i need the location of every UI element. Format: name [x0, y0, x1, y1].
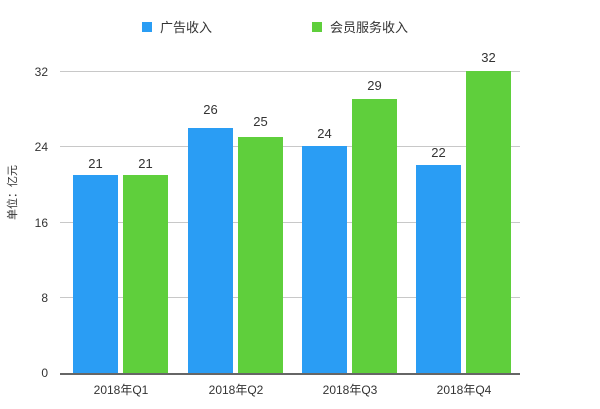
bar-member-q3 — [352, 99, 397, 373]
value-label-member-q2: 25 — [253, 114, 268, 129]
value-label-member-q1: 21 — [138, 156, 153, 171]
gridline-24 — [60, 146, 520, 147]
x-tick-q4: 2018年Q4 — [436, 383, 492, 397]
gridline-16 — [60, 222, 520, 223]
value-label-ad-q4: 22 — [431, 145, 446, 160]
y-tick-16: 16 — [34, 216, 48, 230]
value-label-ad-q2: 26 — [203, 102, 218, 117]
legend-label: 广告收入 — [160, 20, 213, 35]
legend-label: 会员服务收入 — [330, 20, 409, 35]
bar-member-q1 — [123, 175, 168, 373]
value-label-ad-q1: 21 — [88, 156, 103, 171]
legend-swatch-green — [312, 21, 322, 32]
value-label-ad-q3: 24 — [317, 126, 332, 141]
x-tick-q3: 2018年Q3 — [322, 383, 378, 397]
bar-ad-q4 — [416, 165, 461, 373]
gridline-32 — [60, 71, 520, 72]
bar-member-q4 — [466, 71, 511, 373]
value-label-member-q3: 29 — [367, 78, 382, 93]
y-tick-32: 32 — [34, 65, 48, 79]
bar-ad-q3 — [302, 146, 347, 373]
y-axis-label: 单位：亿元 — [7, 165, 19, 220]
legend-item-membership-revenue: 会员服务收入 — [312, 17, 408, 36]
legend-swatch-blue — [142, 21, 152, 32]
x-tick-q2: 2018年Q2 — [208, 383, 264, 397]
value-label-member-q4: 32 — [481, 50, 496, 65]
y-tick-0: 0 — [41, 366, 48, 380]
bar-member-q2 — [238, 137, 283, 373]
legend-item-ad-revenue: 广告收入 — [142, 17, 212, 36]
y-tick-8: 8 — [41, 291, 48, 305]
chart-legend: 广告收入 会员服务收入 — [0, 17, 600, 37]
x-tick-q1: 2018年Q1 — [93, 383, 149, 397]
bar-ad-q1 — [73, 175, 118, 373]
gridline-8 — [60, 297, 520, 298]
x-axis-line — [60, 373, 520, 375]
bar-ad-q2 — [188, 128, 233, 373]
y-tick-24: 24 — [34, 140, 48, 154]
